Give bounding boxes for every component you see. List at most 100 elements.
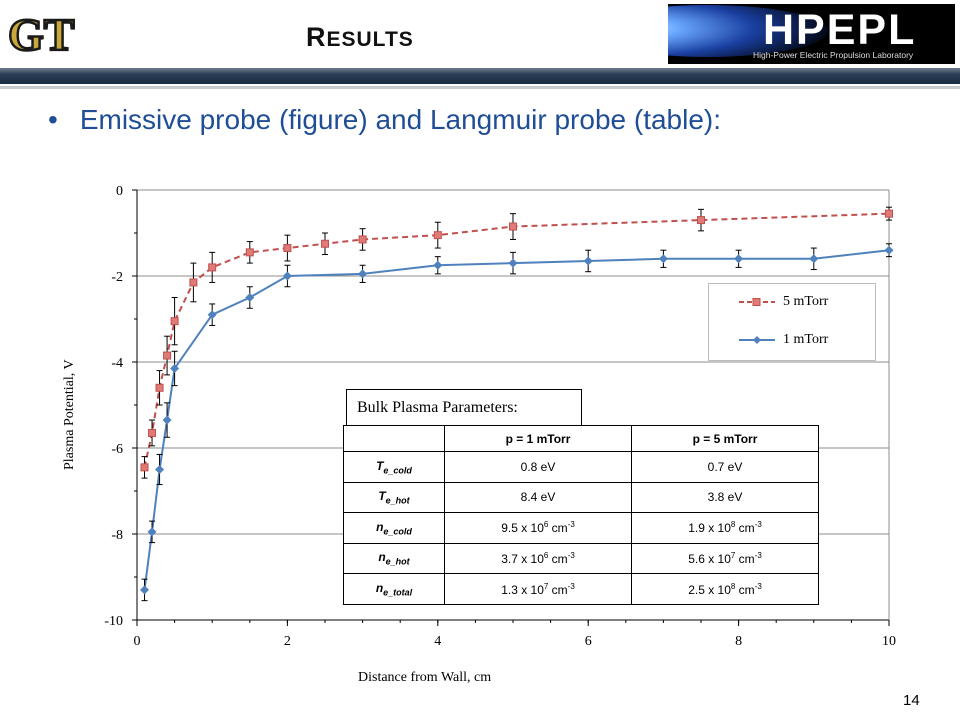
cell-value: 5.6 x 107 cm-3 bbox=[631, 542, 819, 575]
series-1mtorr bbox=[140, 243, 894, 602]
hpepl-logo-word: HPEPL bbox=[763, 6, 917, 54]
chart-axes bbox=[132, 189, 890, 626]
data-point bbox=[358, 269, 368, 279]
cell-value: 3.8 eV bbox=[631, 481, 819, 514]
cell-value: 0.7 eV bbox=[631, 451, 819, 483]
chart-legend: 5 mTorr 1 mTorr bbox=[708, 283, 876, 361]
y-axis-label: Plasma Potential, V bbox=[62, 359, 77, 470]
slide-title: RESULTS bbox=[306, 22, 414, 53]
tick-label-y: 0 bbox=[116, 184, 123, 199]
table-row: ne_hot 3.7 x 106 cm-3 5.6 x 107 cm-3 bbox=[343, 542, 819, 575]
row-head-ne-cold: ne_cold bbox=[343, 512, 445, 544]
data-point bbox=[282, 271, 292, 281]
data-point bbox=[885, 209, 893, 218]
data-point bbox=[148, 428, 157, 437]
data-point bbox=[170, 317, 179, 326]
legend-label-5mtorr: 5 mTorr bbox=[783, 294, 829, 309]
bulk-plasma-table: p = 1 mTorr p = 5 mTorr Te_cold 0.8 eV 0… bbox=[343, 425, 819, 605]
data-point bbox=[358, 235, 367, 244]
data-point bbox=[509, 222, 517, 231]
data-point bbox=[321, 239, 329, 248]
data-point bbox=[809, 254, 819, 264]
tick-label-x: 4 bbox=[434, 634, 441, 649]
tick-label-x: 2 bbox=[284, 634, 291, 649]
data-point bbox=[433, 260, 443, 270]
page-number: 14 bbox=[903, 692, 920, 709]
table-row: Te_hot 8.4 eV 3.8 eV bbox=[343, 481, 819, 514]
data-point bbox=[140, 463, 149, 472]
row-head-ne-total: ne_total bbox=[343, 573, 445, 605]
bulk-plasma-title: Bulk Plasma Parameters: bbox=[346, 389, 582, 427]
data-point bbox=[433, 231, 442, 240]
data-point bbox=[283, 244, 292, 253]
series-5mtorr bbox=[140, 206, 893, 479]
legend-swatch-5mtorr bbox=[739, 298, 775, 306]
title-rest: ESULTS bbox=[326, 28, 414, 51]
tick-label-y: -6 bbox=[111, 442, 123, 457]
data-point bbox=[189, 278, 198, 287]
bullet-text: Emissive probe (figure) and Langmuir pro… bbox=[79, 104, 722, 135]
bullet-line: • Emissive probe (figure) and Langmuir pr… bbox=[48, 104, 721, 136]
legend-label-1mtorr: 1 mTorr bbox=[783, 332, 829, 347]
table-row: Te_cold 0.8 eV 0.7 eV bbox=[343, 451, 819, 483]
table-header-row: p = 1 mTorr p = 5 mTorr bbox=[343, 425, 819, 452]
tick-label-y: -10 bbox=[104, 614, 123, 629]
tick-label-x: 0 bbox=[134, 634, 141, 649]
tick-label-x: 10 bbox=[882, 634, 896, 649]
x-axis-label: Distance from Wall, cm bbox=[358, 670, 492, 685]
chart-series bbox=[140, 206, 894, 602]
col-header-5mtorr: p = 5 mTorr bbox=[631, 425, 819, 452]
data-point bbox=[163, 351, 172, 360]
data-point bbox=[884, 245, 894, 255]
table-row: ne_cold 9.5 x 106 cm-3 1.9 x 108 cm-3 bbox=[343, 512, 819, 544]
tick-label-y: -8 bbox=[111, 528, 123, 543]
table-corner bbox=[343, 425, 445, 452]
chart-tick-labels: 0 -2 -4 -6 -8 -10 0 2 4 6 8 10 bbox=[104, 184, 896, 649]
hpepl-logo-subtitle: High-Power Electric Propulsion Laborator… bbox=[753, 50, 914, 60]
title-initial: R bbox=[306, 22, 327, 52]
data-point bbox=[208, 263, 217, 272]
data-point bbox=[508, 258, 518, 268]
header-divider bbox=[0, 86, 960, 89]
cell-value: 9.5 x 106 cm-3 bbox=[444, 512, 632, 544]
col-header-1mtorr: p = 1 mTorr bbox=[444, 425, 632, 452]
bullet-dot: • bbox=[48, 104, 58, 135]
georgia-tech-logo: GT bbox=[7, 8, 76, 60]
series-line bbox=[143, 212, 890, 468]
data-point bbox=[147, 527, 157, 537]
data-point bbox=[245, 293, 255, 302]
legend-swatch-1mtorr bbox=[739, 336, 775, 344]
data-point bbox=[162, 415, 172, 425]
data-point bbox=[140, 585, 150, 595]
data-point bbox=[155, 465, 165, 474]
legend-entry-5mtorr: 5 mTorr bbox=[737, 294, 828, 310]
data-point bbox=[155, 383, 164, 392]
series-line bbox=[143, 249, 890, 591]
tick-label-y: -2 bbox=[111, 270, 123, 285]
gt-logo-text: GT bbox=[8, 9, 74, 60]
tick-label-y: -4 bbox=[111, 356, 123, 371]
tick-label-x: 8 bbox=[735, 634, 742, 649]
row-head-te-hot: Te_hot bbox=[343, 481, 445, 514]
header-band bbox=[0, 68, 960, 84]
cell-value: 2.5 x 108 cm-3 bbox=[631, 573, 819, 605]
cell-value: 0.8 eV bbox=[444, 451, 632, 483]
data-point bbox=[170, 363, 180, 373]
data-point bbox=[697, 216, 705, 225]
data-point bbox=[658, 254, 668, 264]
data-point bbox=[583, 256, 593, 266]
row-head-ne-hot: ne_hot bbox=[343, 542, 445, 575]
cell-value: 1.9 x 108 cm-3 bbox=[631, 512, 819, 544]
cell-value: 1.3 x 107 cm-3 bbox=[444, 573, 632, 605]
hpepl-logo: HPEPL High-Power Electric Propulsion Lab… bbox=[668, 4, 955, 64]
legend-entry-1mtorr: 1 mTorr bbox=[737, 332, 828, 348]
tick-label-x: 6 bbox=[585, 634, 592, 649]
data-point bbox=[734, 254, 744, 264]
data-point bbox=[207, 310, 217, 320]
cell-value: 8.4 eV bbox=[444, 481, 632, 514]
data-point bbox=[245, 248, 254, 257]
table-row: ne_total 1.3 x 107 cm-3 2.5 x 108 cm-3 bbox=[343, 573, 819, 605]
row-head-te-cold: Te_cold bbox=[343, 451, 445, 483]
cell-value: 3.7 x 106 cm-3 bbox=[444, 542, 632, 575]
